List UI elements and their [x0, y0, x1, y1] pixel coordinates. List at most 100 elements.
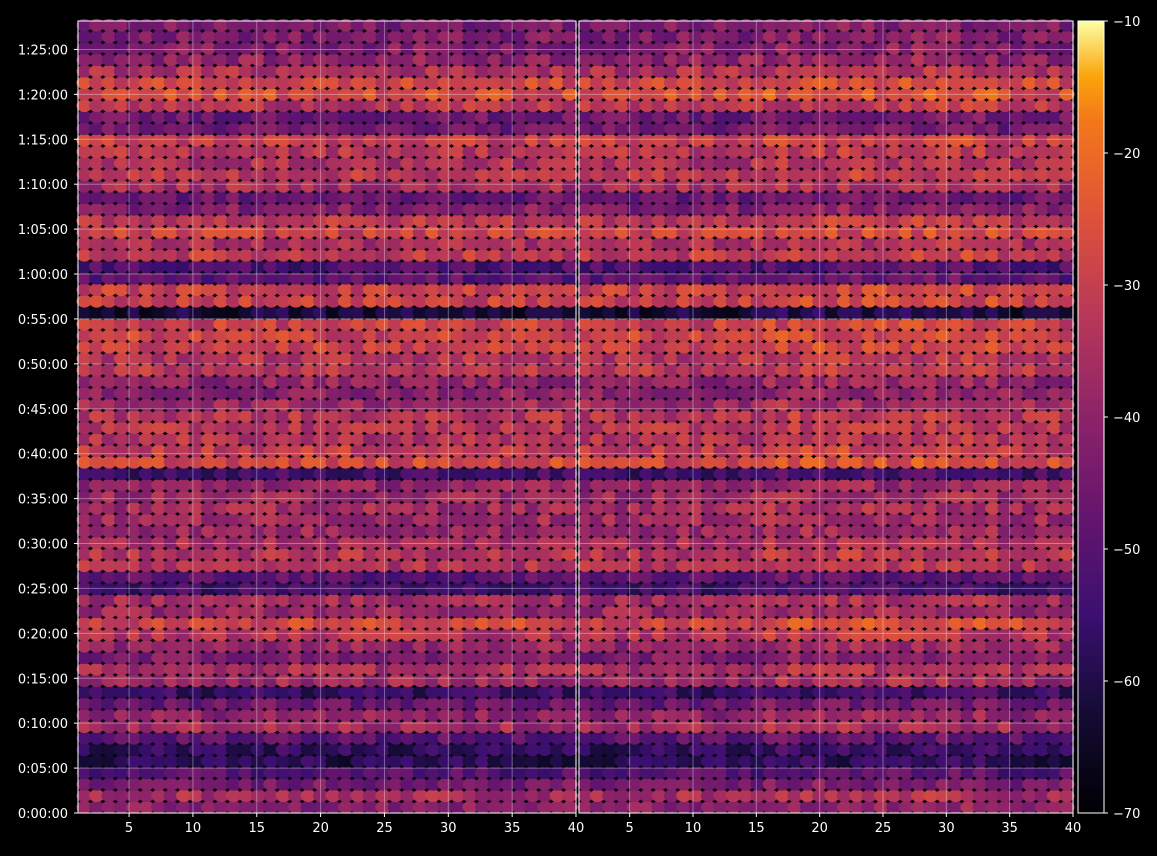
heat-cell	[562, 180, 577, 193]
heat-cell	[562, 65, 577, 78]
heat-cell	[562, 697, 577, 710]
heat-cell	[1059, 755, 1074, 768]
heat-cell	[1059, 628, 1074, 641]
heat-cell	[562, 628, 577, 641]
heat-cell	[562, 387, 577, 400]
heat-cell	[562, 502, 577, 515]
heat-cell	[562, 444, 577, 457]
heat-cell	[1059, 387, 1074, 400]
heat-cell	[1059, 525, 1074, 538]
heat-cell	[562, 214, 577, 227]
heat-cell	[1059, 513, 1074, 526]
heat-cell	[562, 168, 577, 181]
y-tick-label: 0:55:00	[18, 313, 68, 328]
heat-cell	[562, 410, 577, 423]
heat-cell	[562, 329, 577, 342]
y-tick-label: 0:40:00	[18, 448, 68, 463]
heat-cell	[1059, 479, 1074, 492]
y-tick-label: 1:10:00	[18, 178, 68, 193]
heat-cell	[1059, 364, 1074, 377]
heat-cell	[1059, 433, 1074, 446]
heat-cell	[1059, 203, 1074, 216]
y-tick-label: 0:30:00	[18, 538, 68, 553]
heat-cell	[1059, 801, 1074, 814]
heat-cell	[1059, 536, 1074, 549]
heat-cell	[1059, 663, 1074, 676]
heat-cell	[1059, 605, 1074, 618]
heat-cell	[562, 99, 577, 112]
y-tick-label: 0:20:00	[18, 627, 68, 642]
heat-cell	[1059, 789, 1074, 802]
heat-cell	[562, 191, 577, 204]
y-tick-label: 0:45:00	[18, 403, 68, 418]
heat-cell	[562, 536, 577, 549]
heat-cell	[562, 743, 577, 756]
y-tick-label: 1:05:00	[18, 223, 68, 238]
x-tick-label: 20	[312, 821, 329, 836]
heat-cell	[562, 548, 577, 561]
heat-cell	[562, 605, 577, 618]
heat-cell	[562, 456, 577, 469]
y-tick-label: 0:05:00	[18, 762, 68, 777]
heat-cell	[562, 732, 577, 745]
heat-cell	[1059, 467, 1074, 480]
y-tick-label: 1:00:00	[18, 268, 68, 283]
y-tick-label: 0:15:00	[18, 672, 68, 687]
heat-cell	[562, 571, 577, 584]
heat-cell	[1059, 490, 1074, 503]
heat-cell	[562, 42, 577, 55]
heat-cell	[562, 559, 577, 572]
heat-cell	[1059, 295, 1074, 308]
heat-cells	[578, 19, 1075, 814]
heat-cell	[1059, 674, 1074, 687]
heat-cell	[562, 525, 577, 538]
heat-cell	[1059, 375, 1074, 388]
y-tick-label: 0:35:00	[18, 493, 68, 508]
heat-cell	[562, 249, 577, 262]
heat-cell	[1059, 594, 1074, 607]
heat-cell	[1059, 421, 1074, 434]
heat-cell	[562, 237, 577, 250]
heat-cell	[1059, 720, 1074, 733]
heat-cell	[562, 318, 577, 331]
heat-cell	[562, 226, 577, 239]
heat-cell	[1059, 697, 1074, 710]
heat-cell	[1059, 559, 1074, 572]
heat-cell	[562, 709, 577, 722]
heat-cell	[562, 341, 577, 354]
heat-cell	[562, 663, 577, 676]
y-tick-label: 1:20:00	[18, 88, 68, 103]
heat-cell	[1059, 306, 1074, 319]
heat-cell	[1059, 249, 1074, 262]
heat-cell	[562, 76, 577, 89]
heat-cell	[1059, 318, 1074, 331]
heat-cells	[77, 19, 578, 814]
heat-cell	[562, 421, 577, 434]
heat-cell	[562, 306, 577, 319]
heat-cell	[562, 352, 577, 365]
heat-cell	[1059, 502, 1074, 515]
x-tick-label: 25	[376, 821, 393, 836]
heat-cell	[1059, 214, 1074, 227]
heat-cell	[562, 755, 577, 768]
heat-cell	[1059, 651, 1074, 664]
heat-cell	[562, 640, 577, 653]
heat-cell	[562, 375, 577, 388]
heat-cell	[1059, 283, 1074, 296]
heat-cell	[1059, 548, 1074, 561]
x-tick-label: 30	[440, 821, 457, 836]
heat-cell	[562, 778, 577, 791]
heat-cell	[562, 295, 577, 308]
heat-cell	[562, 479, 577, 492]
x-tick-label: 35	[504, 821, 521, 836]
heat-cell	[562, 30, 577, 43]
heat-cell	[562, 789, 577, 802]
y-tick-label: 0:10:00	[18, 717, 68, 732]
x-tick-label: 5	[125, 821, 133, 836]
heat-cell	[1059, 444, 1074, 457]
heat-cell	[562, 283, 577, 296]
